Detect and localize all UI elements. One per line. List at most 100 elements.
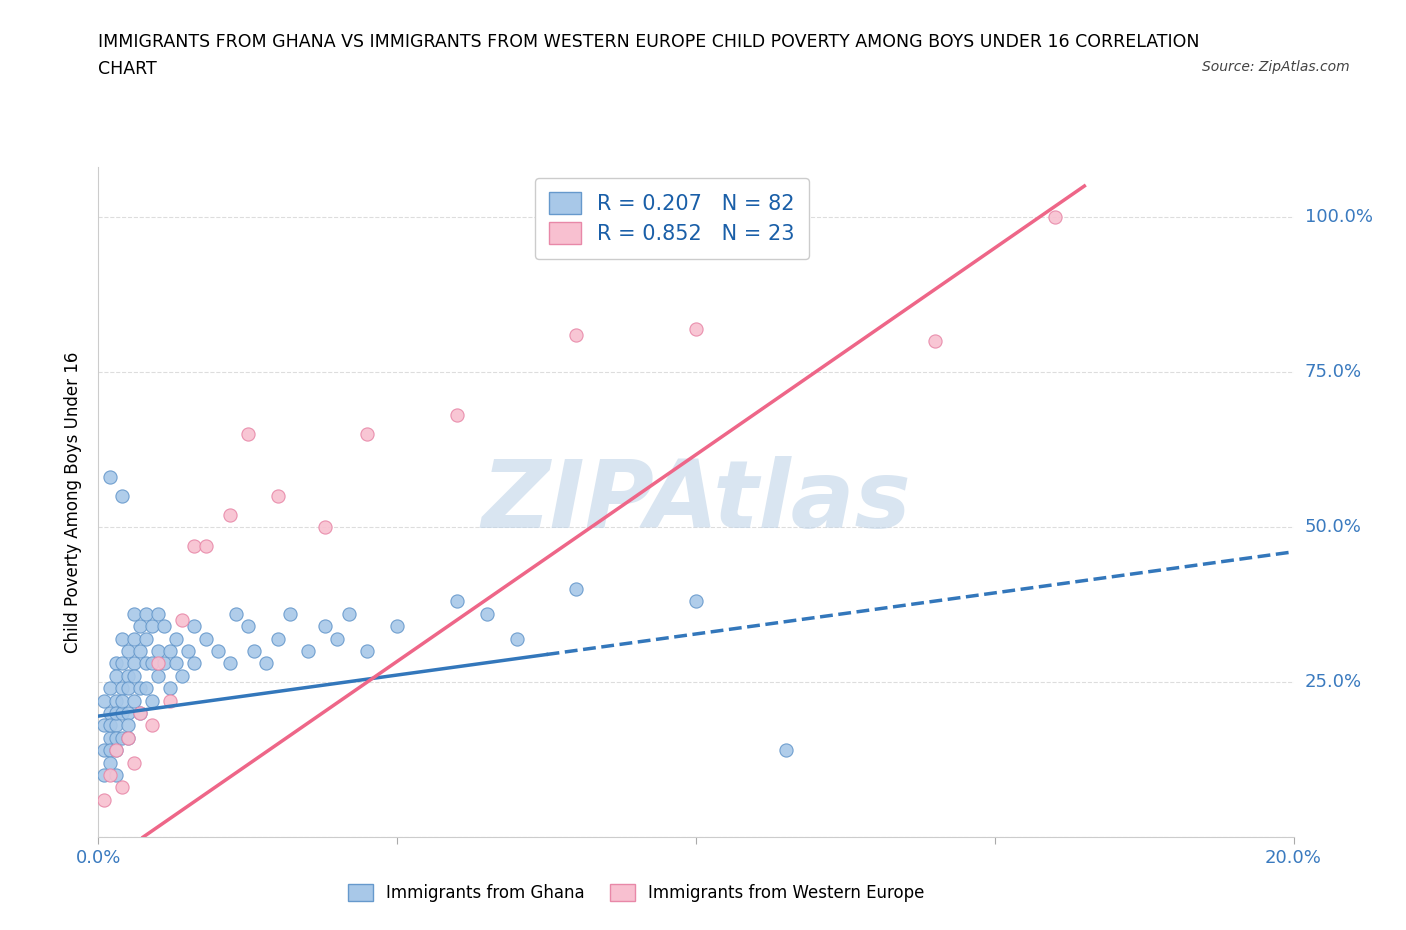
Point bbox=[98, 718, 122, 733]
Point bbox=[385, 618, 409, 633]
Point bbox=[159, 681, 181, 696]
Point bbox=[124, 606, 146, 621]
Point bbox=[105, 767, 128, 782]
Point bbox=[339, 606, 360, 621]
Point bbox=[172, 669, 194, 684]
Point bbox=[315, 618, 337, 633]
Point bbox=[315, 520, 337, 535]
Point bbox=[111, 693, 134, 708]
Point bbox=[254, 656, 277, 671]
Point bbox=[446, 408, 468, 423]
Point bbox=[98, 743, 122, 758]
Point bbox=[148, 606, 170, 621]
Point bbox=[297, 644, 319, 658]
Point bbox=[105, 743, 128, 758]
Point bbox=[183, 618, 205, 633]
Point bbox=[172, 613, 194, 628]
Point bbox=[105, 669, 128, 684]
Point bbox=[165, 656, 187, 671]
Point bbox=[267, 631, 290, 646]
Point bbox=[111, 656, 134, 671]
Text: 50.0%: 50.0% bbox=[1305, 518, 1361, 536]
Point bbox=[98, 681, 122, 696]
Point bbox=[111, 631, 134, 646]
Point bbox=[135, 606, 157, 621]
Point bbox=[93, 743, 115, 758]
Y-axis label: Child Poverty Among Boys Under 16: Child Poverty Among Boys Under 16 bbox=[65, 352, 83, 653]
Point bbox=[93, 718, 115, 733]
Point bbox=[117, 706, 139, 721]
Point bbox=[565, 327, 588, 342]
Point bbox=[98, 730, 122, 745]
Point bbox=[105, 718, 128, 733]
Point bbox=[141, 656, 163, 671]
Point bbox=[111, 488, 134, 503]
Point bbox=[924, 334, 946, 349]
Point bbox=[278, 606, 301, 621]
Point bbox=[565, 581, 588, 596]
Point bbox=[153, 656, 176, 671]
Point bbox=[98, 706, 122, 721]
Legend: Immigrants from Ghana, Immigrants from Western Europe: Immigrants from Ghana, Immigrants from W… bbox=[335, 870, 938, 916]
Point bbox=[685, 594, 707, 609]
Point bbox=[159, 693, 181, 708]
Point bbox=[111, 730, 134, 745]
Point bbox=[117, 730, 139, 745]
Point bbox=[236, 427, 259, 442]
Point bbox=[129, 706, 152, 721]
Point bbox=[93, 693, 115, 708]
Point bbox=[135, 656, 157, 671]
Point bbox=[93, 792, 115, 807]
Point bbox=[141, 693, 163, 708]
Point bbox=[153, 618, 176, 633]
Point bbox=[183, 656, 205, 671]
Point bbox=[129, 618, 152, 633]
Point bbox=[219, 656, 242, 671]
Point bbox=[124, 631, 146, 646]
Text: 25.0%: 25.0% bbox=[1305, 673, 1362, 691]
Text: CHART: CHART bbox=[98, 60, 157, 78]
Point bbox=[124, 755, 146, 770]
Point bbox=[111, 681, 134, 696]
Point bbox=[219, 507, 242, 522]
Point bbox=[117, 669, 139, 684]
Point bbox=[148, 656, 170, 671]
Point bbox=[148, 669, 170, 684]
Point bbox=[98, 755, 122, 770]
Text: IMMIGRANTS FROM GHANA VS IMMIGRANTS FROM WESTERN EUROPE CHILD POVERTY AMONG BOYS: IMMIGRANTS FROM GHANA VS IMMIGRANTS FROM… bbox=[98, 33, 1199, 50]
Point bbox=[148, 644, 170, 658]
Point bbox=[446, 594, 468, 609]
Point bbox=[124, 656, 146, 671]
Point bbox=[105, 730, 128, 745]
Point bbox=[165, 631, 187, 646]
Point bbox=[194, 538, 218, 553]
Text: Source: ZipAtlas.com: Source: ZipAtlas.com bbox=[1202, 60, 1350, 74]
Point bbox=[141, 718, 163, 733]
Point bbox=[117, 644, 139, 658]
Point bbox=[356, 427, 378, 442]
Point bbox=[98, 470, 122, 485]
Point bbox=[117, 730, 139, 745]
Point bbox=[111, 706, 134, 721]
Point bbox=[141, 618, 163, 633]
Point bbox=[93, 767, 115, 782]
Point bbox=[135, 631, 157, 646]
Point bbox=[267, 488, 290, 503]
Point bbox=[356, 644, 378, 658]
Point bbox=[506, 631, 529, 646]
Point bbox=[775, 743, 797, 758]
Point bbox=[183, 538, 205, 553]
Point bbox=[117, 718, 139, 733]
Point bbox=[129, 706, 152, 721]
Point bbox=[225, 606, 247, 621]
Point bbox=[177, 644, 200, 658]
Point bbox=[135, 681, 157, 696]
Point bbox=[475, 606, 498, 621]
Point bbox=[159, 644, 181, 658]
Point bbox=[111, 780, 134, 795]
Point bbox=[1043, 209, 1066, 224]
Point bbox=[117, 681, 139, 696]
Point bbox=[326, 631, 349, 646]
Text: 100.0%: 100.0% bbox=[1305, 208, 1372, 226]
Point bbox=[105, 656, 128, 671]
